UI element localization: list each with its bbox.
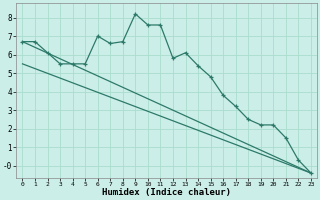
X-axis label: Humidex (Indice chaleur): Humidex (Indice chaleur) <box>102 188 231 197</box>
